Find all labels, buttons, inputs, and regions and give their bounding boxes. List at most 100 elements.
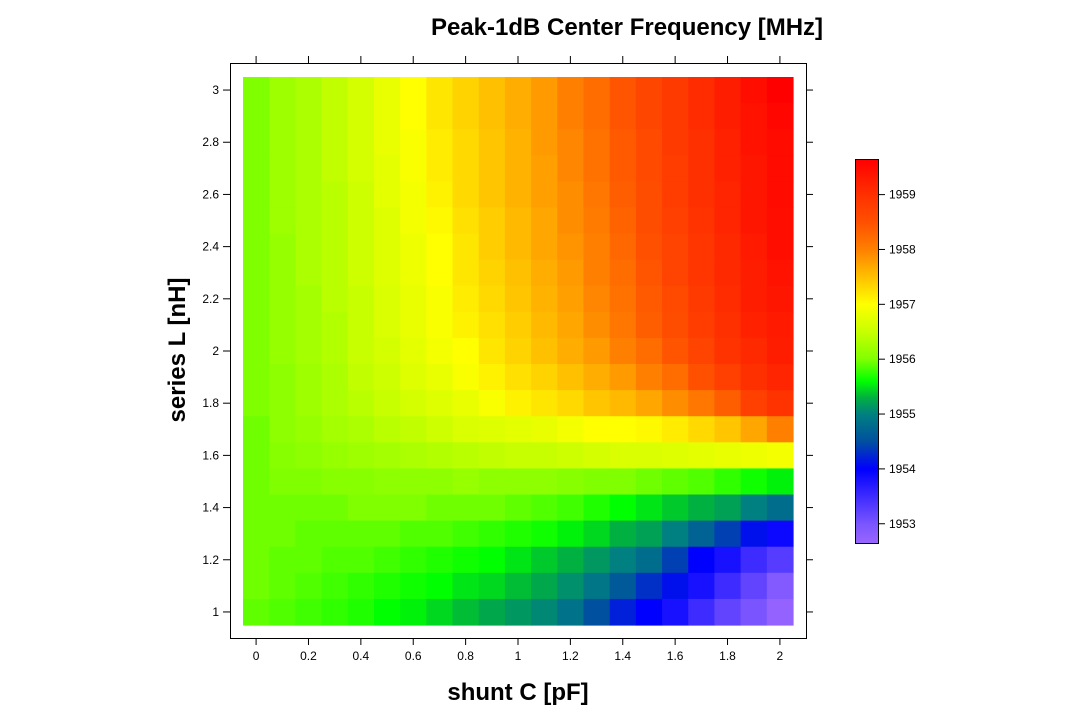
heatmap-cell (583, 416, 611, 443)
heatmap-cell (426, 103, 454, 130)
heatmap-cell (269, 233, 296, 261)
heatmap-cell (321, 77, 349, 104)
heatmap-cell (504, 468, 532, 496)
heatmap-cell (243, 390, 270, 417)
heatmap-cell (531, 285, 558, 313)
heatmap-cell (740, 207, 768, 235)
heatmap-cell (662, 546, 689, 574)
heatmap-cell (452, 390, 480, 417)
heatmap-cell (609, 285, 637, 313)
heatmap-cell (688, 520, 716, 548)
heatmap-cell (688, 181, 716, 209)
heatmap-cell (426, 546, 454, 574)
heatmap-cell (373, 364, 401, 391)
heatmap-cell (295, 494, 323, 522)
heatmap-cell (400, 337, 427, 365)
heatmap-cell (688, 598, 716, 626)
heatmap-cell (766, 311, 794, 339)
heatmap-cell (452, 233, 480, 261)
heatmap-cell (269, 155, 296, 182)
heatmap-cell (635, 364, 663, 391)
heatmap-cell (504, 129, 532, 156)
heatmap-cell (295, 103, 323, 130)
heatmap-cell (714, 155, 742, 182)
y-tick-label: 2.4 (202, 240, 219, 254)
heatmap-cell (295, 155, 323, 182)
heatmap-cell (504, 546, 532, 574)
heatmap-cell (714, 494, 742, 522)
heatmap-cell (766, 233, 794, 261)
heatmap-cell (504, 442, 532, 470)
heatmap-cell (635, 233, 663, 261)
heatmap-cell (243, 442, 270, 470)
heatmap-cell (504, 181, 532, 209)
heatmap-cell (269, 494, 296, 522)
heatmap-cell (662, 390, 689, 417)
heatmap-cell (243, 233, 270, 261)
heatmap-cell (531, 77, 558, 104)
heatmap-cell (347, 520, 375, 548)
heatmap-cell (321, 259, 349, 287)
heatmap-cell (426, 468, 454, 496)
heatmap-cell (635, 207, 663, 235)
heatmap-cell (243, 572, 270, 600)
heatmap-cell (740, 155, 768, 182)
heatmap-cell (714, 390, 742, 417)
heatmap-cell (714, 285, 742, 313)
heatmap-cell (295, 233, 323, 261)
heatmap-cell (400, 77, 427, 104)
heatmap-cell (400, 572, 427, 600)
heatmap-cell (504, 416, 532, 443)
heatmap-cell (321, 442, 349, 470)
heatmap-cell (635, 442, 663, 470)
heatmap-cell (766, 129, 794, 156)
heatmap-cell (373, 390, 401, 417)
y-tick-label: 1 (212, 605, 219, 619)
heatmap-cell (609, 390, 637, 417)
heatmap-cell (635, 337, 663, 365)
heatmap-cell (400, 468, 427, 496)
heatmap-cell (583, 468, 611, 496)
heatmap-cell (688, 155, 716, 182)
heatmap-cell (347, 546, 375, 574)
heatmap-cell (635, 416, 663, 443)
heatmap-cell (321, 103, 349, 130)
heatmap-cell (662, 233, 689, 261)
heatmap-cell (714, 311, 742, 339)
heatmap-cell (295, 364, 323, 391)
heatmap-cell (583, 520, 611, 548)
x-tick-label: 0.2 (300, 649, 317, 663)
heatmap-cell (400, 364, 427, 391)
heatmap-cell (662, 468, 689, 496)
heatmap-cell (243, 468, 270, 496)
heatmap-cell (400, 155, 427, 182)
heatmap-cell (609, 337, 637, 365)
heatmap-cell (714, 546, 742, 574)
heatmap-cell (478, 103, 506, 130)
heatmap-cell (557, 546, 585, 574)
heatmap-cell (557, 311, 585, 339)
heatmap-cell (373, 103, 401, 130)
heatmap-cell (347, 207, 375, 235)
heatmap-cell (504, 337, 532, 365)
heatmap-cell (531, 494, 558, 522)
heatmap-cell (426, 129, 454, 156)
heatmap-cell (373, 181, 401, 209)
colorbar-tick-label: 1958 (889, 242, 916, 256)
heatmap-cell (662, 207, 689, 235)
heatmap-cell (347, 572, 375, 600)
heatmap-cell (243, 364, 270, 391)
heatmap-cell (766, 207, 794, 235)
heatmap-cell (478, 181, 506, 209)
heatmap-cell (688, 103, 716, 130)
heatmap-cell (740, 468, 768, 496)
heatmap-cell (321, 494, 349, 522)
heatmap-cell (452, 364, 480, 391)
y-tick-label: 1.6 (202, 448, 219, 462)
x-tick-label: 1 (515, 649, 522, 663)
heatmap-cell (609, 233, 637, 261)
heatmap-cell (609, 416, 637, 443)
heatmap-cell (269, 77, 296, 104)
heatmap-cell (452, 181, 480, 209)
heatmap-cell (531, 416, 558, 443)
